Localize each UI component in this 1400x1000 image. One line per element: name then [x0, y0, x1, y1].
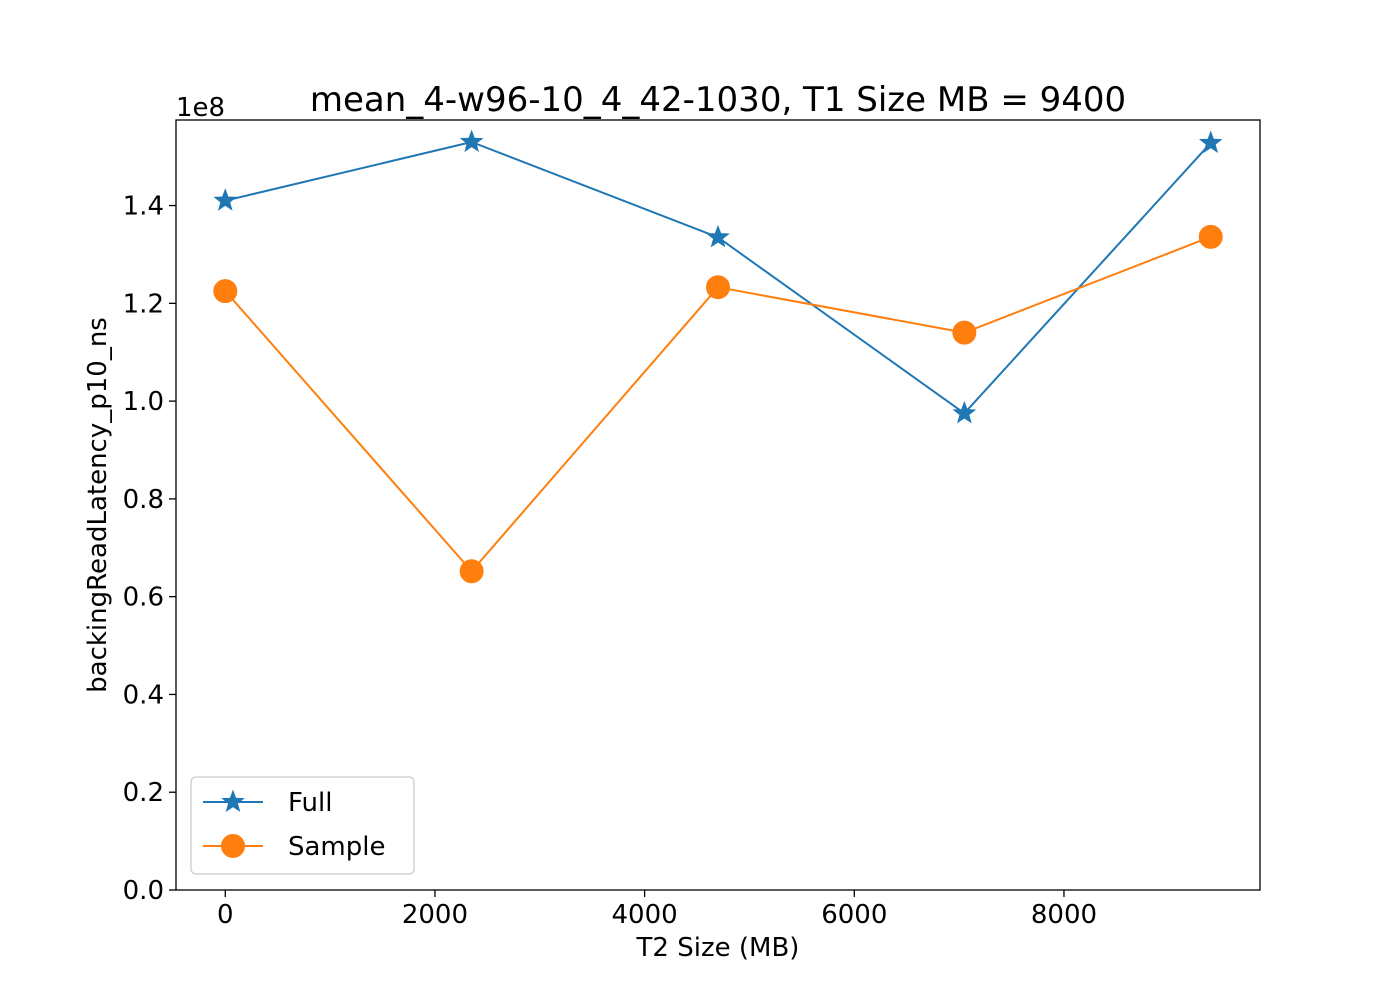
legend-marker-sample: [221, 834, 245, 858]
legend-label-sample: Sample: [288, 832, 386, 862]
y-tick-label: 0.8: [123, 485, 164, 515]
y-tick-label: 1.0: [123, 387, 164, 417]
y-tick-label: 1.4: [123, 192, 164, 222]
data-point-full: [706, 224, 730, 248]
y-tick-label: 0.2: [123, 778, 164, 808]
y-axis-ticks: 0.0 0.2 0.4 0.6 0.8 1.0 1.2 1.4: [123, 192, 176, 906]
data-point-full: [459, 129, 484, 153]
x-tick-label: 6000: [821, 900, 887, 930]
x-tick-label: 2000: [402, 900, 468, 930]
x-axis-ticks: 0 2000 4000 6000 8000: [217, 890, 1097, 930]
y-tick-label: 0.4: [123, 680, 164, 710]
x-axis-label: T2 Size (MB): [636, 933, 800, 963]
y-tick-label: 0.6: [123, 583, 164, 613]
plot-area-frame: [175, 119, 1261, 891]
data-point-sample: [213, 279, 238, 304]
y-tick-label: 0.0: [123, 876, 164, 906]
data-point-sample: [459, 559, 484, 584]
x-tick-label: 0: [217, 900, 234, 930]
x-tick-label: 4000: [612, 900, 678, 930]
legend: Full Sample: [190, 776, 415, 875]
x-tick-label: 8000: [1031, 900, 1097, 930]
legend-label-full: Full: [288, 788, 332, 818]
y-tick-label: 1.2: [123, 289, 164, 319]
series-layer: [213, 129, 1223, 584]
data-point-sample: [1198, 224, 1223, 249]
data-point-sample: [706, 275, 730, 300]
data-point-full: [1198, 130, 1223, 154]
legend-marker-full: [221, 789, 245, 813]
y-axis-offset-label: 1e8: [176, 93, 225, 123]
data-point-full: [952, 400, 977, 424]
data-point-sample: [952, 320, 977, 345]
chart-title: mean_4-w96-10_4_42-1030, T1 Size MB = 94…: [310, 80, 1126, 120]
y-axis-label: backingReadLatency_p10_ns: [83, 317, 113, 693]
data-point-full: [213, 188, 238, 211]
